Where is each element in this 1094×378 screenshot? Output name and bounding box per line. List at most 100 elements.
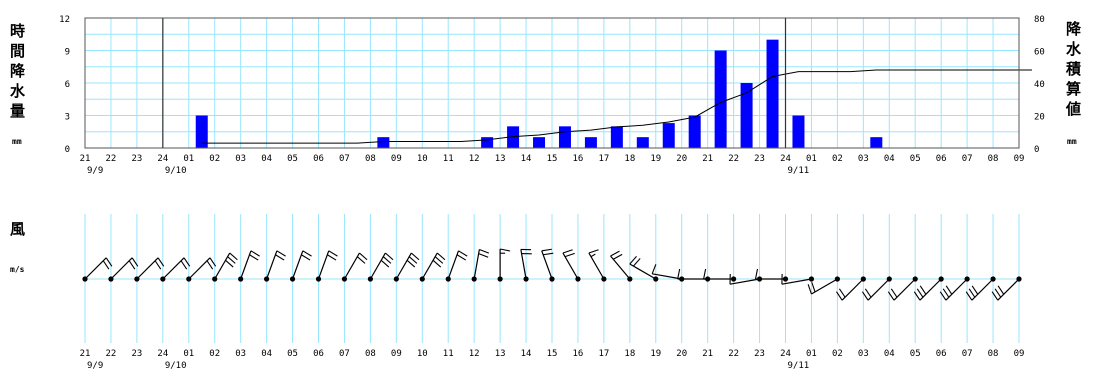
precip-bar [610,126,623,148]
wind-staff [162,257,185,280]
wind-feather [359,252,368,261]
wind-feather [612,253,623,260]
right-axis-tick: 60 [1034,48,1045,58]
wind-x-tick-labels: 21 22 23 24 01 02 03 04 05 06 07 08 09 10 11 12 13 14 15 16… [80,349,1025,371]
wind-feather [275,254,285,261]
x-tick-label: 20 [676,154,687,164]
wind-barb [610,250,633,282]
x-tick-label: 24 [780,349,791,359]
precip-bar [636,137,649,148]
wind-staff [421,252,438,280]
wind-label: 風 [10,220,25,238]
wind-barb [781,274,815,285]
x-tick-label: 12 [469,349,480,359]
x-tick-label: 24 [157,154,168,164]
wind-barb [836,276,866,301]
wind-barb [588,249,607,282]
wind-barb [393,252,420,282]
wind-barb [238,250,260,282]
wind-barb [134,257,165,282]
wind-feather [183,257,191,267]
wind-feather [651,264,657,274]
right-axis-label-char: 算 [1066,80,1081,98]
precip-bar [792,115,805,148]
right-axis-label-char: 降 [1066,20,1082,38]
wind-barb [861,276,892,301]
right-axis-label-char: 値 [1065,100,1081,118]
wind-feather [588,249,599,254]
wind-staff [867,278,890,301]
wind-barb [82,257,113,282]
x-tick-label: 24 [157,349,168,359]
cumulative-line [201,69,1032,144]
x-tick-label: 22 [106,349,117,359]
wind-barb [445,250,468,282]
wind-staff [395,252,412,280]
wind-feather [916,288,924,298]
x-tick-label: 02 [832,154,843,164]
wind-feather [436,252,446,261]
x-tick-label: 07 [339,349,350,359]
wind-staff [541,250,553,280]
x-tick-label: 10 [417,349,428,359]
x-tick-label: 05 [910,154,921,164]
x-tick-label: 03 [858,154,869,164]
wind-staff [84,257,107,280]
wind-staff [447,250,460,280]
wind-feather [434,256,444,264]
right-axis-tick: 0 [1034,145,1039,155]
wind-staff [997,278,1020,301]
x-tick-label: 07 [962,349,973,359]
wind-feather [385,252,394,261]
wind-feather [380,259,390,268]
wind-feather [997,285,1005,295]
precip-bar [481,137,494,148]
right-axis-label-char: 積 [1065,60,1082,78]
x-tick-label: 04 [884,349,895,359]
x-tick-label: 21 [80,154,91,164]
x-tick-label: 04 [261,154,272,164]
wind-feather [206,260,214,270]
x-tick-label: 18 [624,154,635,164]
wind-feather [131,257,139,267]
wind-staff [893,278,916,301]
wind-barb [212,252,238,282]
wind-feather [249,254,259,261]
x-tick-label: 05 [910,349,921,359]
right-axis-tick: 80 [1034,15,1045,25]
x-tick-label: 17 [598,154,609,164]
x-tick-label: 05 [287,154,298,164]
x-tick-label: 17 [598,349,609,359]
left-axis-tick: 9 [65,48,70,58]
x-tick-label: 22 [728,154,739,164]
wind-feather [458,250,468,257]
wind-feather [939,291,947,301]
x-tick-label: 06 [936,349,947,359]
wind-feather [633,258,641,267]
wind-barb [264,250,286,282]
x-tick-label: 11 [443,154,454,164]
wind-station-dot [653,276,659,282]
wind-feather [328,250,338,257]
wind-staff [110,257,133,280]
x-tick-label: 23 [754,349,765,359]
wind-staff [343,252,360,280]
wind-barb [471,248,490,282]
x-tick-label: 16 [573,349,584,359]
wind-barb [562,249,581,282]
wind-feather [945,285,953,295]
wind-feather [543,252,554,256]
x-tick-label: 02 [209,349,220,359]
wind-barb [913,276,944,301]
wind-staff [291,250,304,280]
x-tick-label: 12 [469,154,480,164]
x-tick-label: 22 [106,154,117,164]
left-axis-label-char: 降 [10,62,26,80]
x-date-label: 9/10 [165,166,187,176]
wind-feather [406,259,416,268]
wind-barb [108,257,139,282]
wind-feather [128,260,136,270]
wind-feather [356,256,366,264]
x-tick-label: 22 [728,349,739,359]
